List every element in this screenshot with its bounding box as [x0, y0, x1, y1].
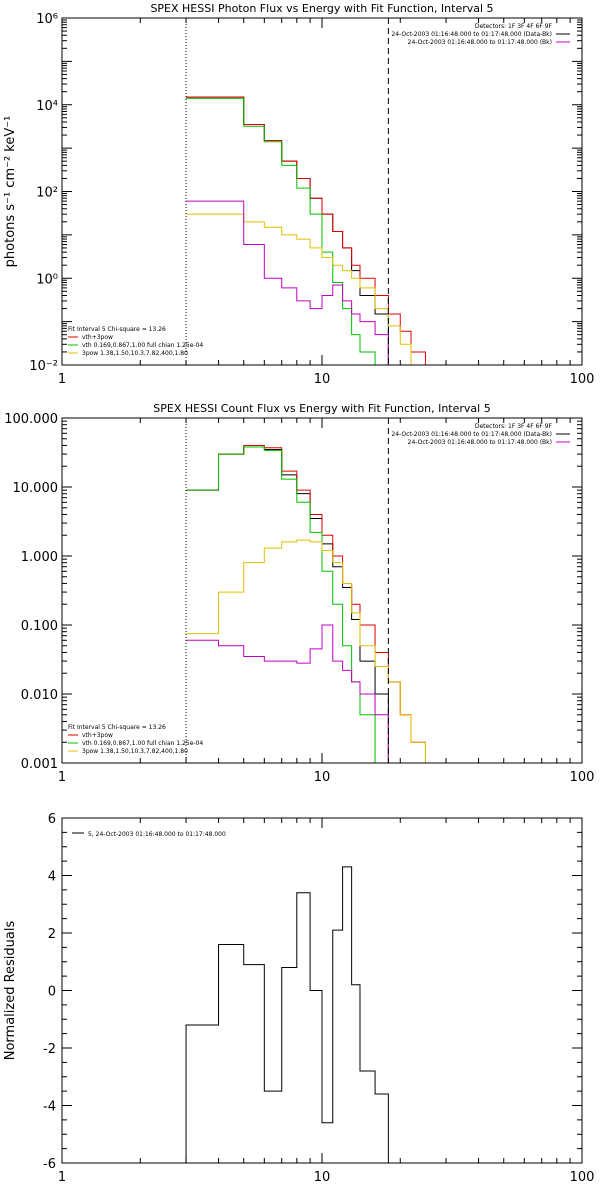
y-tick-label: 0.010 [21, 688, 58, 703]
y-tick-label: 10² [36, 186, 58, 201]
legend-top-entry: Detectors: 1F 3F 4F 6F 9F [475, 423, 553, 430]
series-bk [186, 624, 389, 763]
series-bk [186, 200, 389, 365]
legend-bottom-entry: 3pow 1.38,1.50,10.3,7.82,400,1.80 [82, 350, 188, 357]
y-tick-label: 10⁶ [36, 12, 58, 27]
y-tick-label: 2 [48, 927, 56, 942]
legend-bottom-entry: 3pow 1.38,1.50,10.3,7.82,400,1.80 [82, 748, 188, 755]
x-tick-label: 100 [570, 372, 595, 387]
y-axis-label: Normalized Residuals [3, 921, 18, 1061]
legend-bottom-entry: Fit Interval 5 Chi-square = 13.26 [68, 724, 166, 731]
series-vth [186, 446, 376, 763]
y-tick-label: 10⁴ [36, 99, 58, 114]
series-3pow [186, 539, 439, 764]
y-tick-label: 4 [48, 870, 56, 885]
chart-panel-3: Normalized Residuals 1 10 100 -6 -4 -2 0 2 4 6 5, 2… [3, 812, 594, 1185]
y-tick-label: 6 [48, 812, 56, 827]
chart-panel-1: SPEX HESSI Photon Flux vs Energy with Fi… [3, 2, 594, 387]
series-data-bk [186, 446, 389, 763]
series-3pow [186, 213, 426, 366]
legend-bottom-entry: vth+3pow [82, 732, 113, 739]
y-tick-label: 0 [48, 985, 56, 1000]
legend-bottom-entry: vth 0.169,0.867,1.00 full chian 1.25e-04 [82, 342, 203, 349]
series-data-bk [186, 96, 389, 365]
x-tick-label: 1 [58, 1170, 66, 1185]
x-tick-label: 100 [570, 770, 595, 785]
chart-title: SPEX HESSI Count Flux vs Energy with Fit… [153, 402, 490, 415]
legend-bottom-entry: vth+3pow [82, 334, 113, 341]
x-tick-label: 100 [570, 1170, 595, 1185]
x-tick-label: 1 [58, 770, 66, 785]
plot-frame [61, 417, 583, 764]
x-tick-label: 10 [314, 372, 331, 387]
legend-bottom-entry: Fit Interval 5 Chi-square = 13.26 [68, 326, 166, 333]
legend-top-entry: 24-Oct-2003 01:16:48.000 to 01:17:48.000… [408, 439, 552, 446]
x-tick-label: 10 [314, 1170, 331, 1185]
legend-bottom-entry: vth 0.169,0.867,1.00 full chian 1.25e-04 [82, 740, 203, 747]
y-tick-label: -4 [43, 1100, 56, 1115]
legend-top-entry: 24-Oct-2003 01:16:48.000 to 01:17:48.000… [408, 39, 552, 46]
chart-title: SPEX HESSI Photon Flux vs Energy with Fi… [150, 2, 493, 15]
series-vth-3pow [186, 444, 439, 764]
chart-panel-2: SPEX HESSI Count Flux vs Energy with Fit… [4, 402, 594, 785]
legend-top-entry: 24-Oct-2003 01:16:48.000 to 01:17:48.000… [391, 431, 552, 438]
y-tick-label: -6 [43, 1157, 56, 1172]
legend-top-entry: 24-Oct-2003 01:16:48.000 to 01:17:48.000… [391, 31, 552, 38]
legend-top-entry: Detectors: 1F 3F 4F 6F 9F [475, 23, 553, 30]
y-tick-label: 0.001 [21, 757, 58, 772]
y-axis-label: photons s⁻¹ cm⁻² keV⁻¹ [3, 116, 18, 268]
x-tick-label: 1 [58, 372, 66, 387]
plot-frame [61, 817, 583, 1164]
y-tick-label: 100.000 [4, 412, 58, 427]
series-vth [186, 97, 389, 366]
y-tick-label: 0.100 [21, 619, 58, 634]
y-tick-label: -2 [43, 1042, 56, 1057]
y-tick-label: 10⁰ [36, 272, 58, 287]
y-tick-label: 10⁻² [29, 359, 58, 374]
y-tick-label: 1.000 [21, 550, 58, 565]
series-vth-3pow [186, 96, 426, 365]
series-5-24-oct-2003-01-16-48-000-to-01-17-48-000 [185, 866, 389, 1163]
x-tick-label: 10 [314, 770, 331, 785]
legend-entry: 5, 24-Oct-2003 01:16:48.000 to 01:17:48.… [88, 831, 226, 838]
plot-frame [61, 17, 583, 366]
y-tick-label: 10.000 [13, 481, 59, 496]
